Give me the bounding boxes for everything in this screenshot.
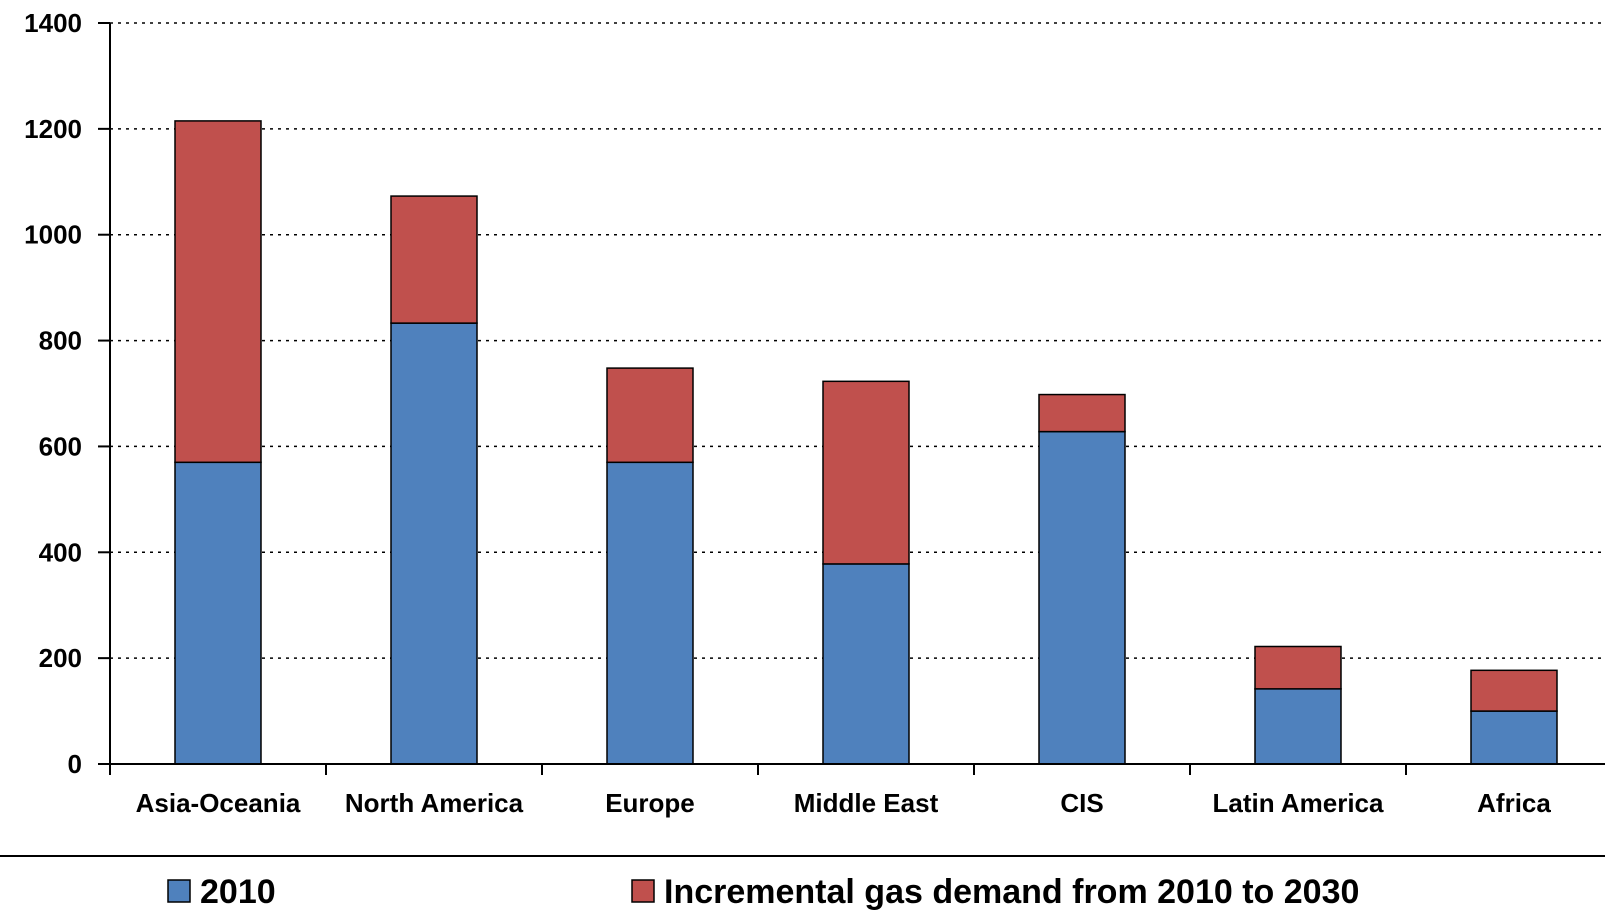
bar-2010-africa [1470,710,1558,765]
bar-2010-europe [606,461,694,765]
category-label: North America [345,788,524,818]
bar-2010-asia-oceania [174,461,262,765]
bar-incremental-latin-america [1254,645,1342,690]
y-tick-label: 200 [39,643,82,673]
legend: 2010 Incremental gas demand from 2010 to … [167,873,1359,911]
bar-incremental-north-america [390,195,478,324]
category-label: Middle East [794,788,939,818]
bar-2010-middle-east [822,563,910,765]
category-label: Europe [605,788,695,818]
bars [174,120,1558,765]
bar-incremental-cis [1038,393,1126,433]
bar-incremental-africa [1470,669,1558,712]
y-tick-label: 1200 [24,114,82,144]
x-tick-marks [109,764,1407,775]
category-labels: Asia-Oceania North America Europe Middle Ea… [136,788,1552,818]
category-label: Asia-Oceania [136,788,301,818]
y-tick-label: 1000 [24,220,82,250]
bar-2010-latin-america [1254,688,1342,765]
legend-swatch [631,879,655,903]
y-tick-label: 0 [68,749,82,779]
bar-2010-cis [1038,430,1126,765]
category-label: Africa [1477,788,1551,818]
y-tick-label: 1400 [24,8,82,38]
y-tick-label: 800 [39,326,82,356]
bar-incremental-asia-oceania [174,120,262,464]
y-tick-labels: 0 200 400 600 800 1000 1200 1400 [24,8,82,779]
bar-incremental-middle-east [822,380,910,565]
legend-label: Incremental gas demand from 2010 to 2030 [664,873,1359,911]
category-label: Latin America [1213,788,1385,818]
y-tick-label: 600 [39,431,82,461]
y-tick-label: 400 [39,537,82,567]
bar-incremental-europe [606,367,694,464]
axes [98,22,1605,765]
gridlines [110,22,1605,659]
category-label: CIS [1060,788,1103,818]
bar-2010-north-america [390,322,478,765]
legend-label: 2010 [200,873,276,911]
legend-swatch [167,879,191,903]
